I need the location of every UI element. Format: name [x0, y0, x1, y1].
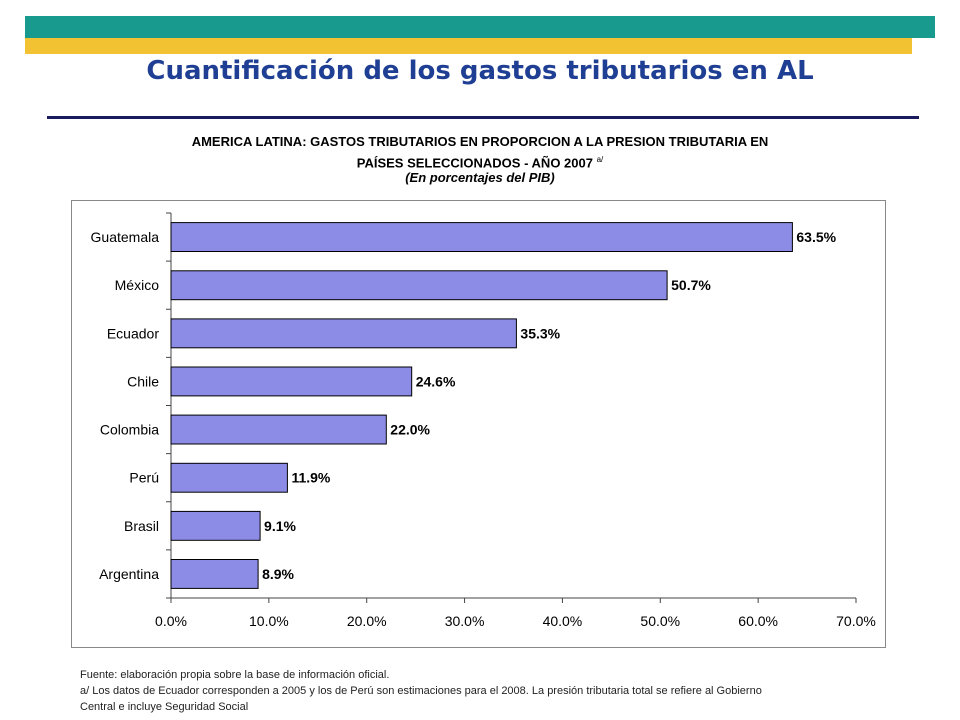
- title-rule: [47, 116, 919, 119]
- chart-frame: Guatemala 63.5% México 50.7% Ecuador 35.3% Chi…: [71, 200, 886, 648]
- bar-3: [170, 366, 413, 397]
- chart-title-line2: PAÍSES SELECCIONADOS - AÑO 2007 a/: [0, 151, 960, 172]
- x-tick-label-2: 20.0%: [347, 613, 387, 629]
- data-label-5: 11.9%: [291, 470, 330, 486]
- bar-0: [170, 222, 793, 252]
- footnote-note-line2: Central e incluye Seguridad Social: [80, 701, 249, 713]
- category-label-2: Ecuador: [107, 325, 159, 341]
- header-band-teal: [25, 16, 935, 38]
- x-tick-label-5: 50.0%: [640, 613, 680, 629]
- bar-2: [170, 318, 517, 349]
- x-tick-label-0: 0.0%: [155, 613, 187, 629]
- category-label-3: Chile: [127, 373, 159, 389]
- chart-subtitle: (En porcentajes del PIB): [405, 170, 555, 185]
- data-label-4: 22.0%: [390, 422, 430, 438]
- bar-7: [170, 559, 259, 589]
- x-tick-label-1: 10.0%: [249, 613, 289, 629]
- x-tick-label-3: 30.0%: [445, 613, 485, 629]
- bar-5: [170, 462, 288, 493]
- category-label-6: Brasil: [124, 518, 159, 534]
- header-band-gold: [25, 38, 912, 54]
- x-tick-label-7: 70.0%: [836, 613, 876, 629]
- category-label-5: Perú: [129, 470, 159, 486]
- bar-chart: Guatemala 63.5% México 50.7% Ecuador 35.3% Chi…: [91, 212, 876, 629]
- data-label-2: 35.3%: [520, 325, 560, 341]
- category-label-7: Argentina: [99, 566, 159, 582]
- chart-title-line2-text: PAÍSES SELECCIONADOS - AÑO 2007: [356, 155, 593, 171]
- data-label-0: 63.5%: [796, 229, 836, 245]
- footnote-note-line1: a/ Los datos de Ecuador corresponden a 2…: [80, 685, 762, 697]
- data-label-1: 50.7%: [671, 277, 711, 293]
- bar-1: [170, 270, 668, 301]
- x-tick-label-4: 40.0%: [543, 613, 583, 629]
- x-tick-label-6: 60.0%: [738, 613, 778, 629]
- data-label-3: 24.6%: [416, 373, 456, 389]
- footnote-source: Fuente: elaboración propia sobre la base…: [80, 669, 390, 681]
- bar-4: [170, 414, 387, 445]
- chart-title-footnote-mark: a/: [596, 155, 604, 164]
- slide-title: Cuantificación de los gastos tributarios…: [146, 56, 814, 86]
- bar-6: [170, 510, 261, 541]
- category-label-1: México: [115, 277, 160, 293]
- chart-title-line1: AMERICA LATINA: GASTOS TRIBUTARIOS EN PR…: [191, 134, 769, 149]
- category-label-4: Colombia: [100, 422, 159, 438]
- data-label-7: 8.9%: [262, 566, 294, 582]
- category-label-0: Guatemala: [91, 229, 160, 245]
- data-label-6: 9.1%: [264, 518, 296, 534]
